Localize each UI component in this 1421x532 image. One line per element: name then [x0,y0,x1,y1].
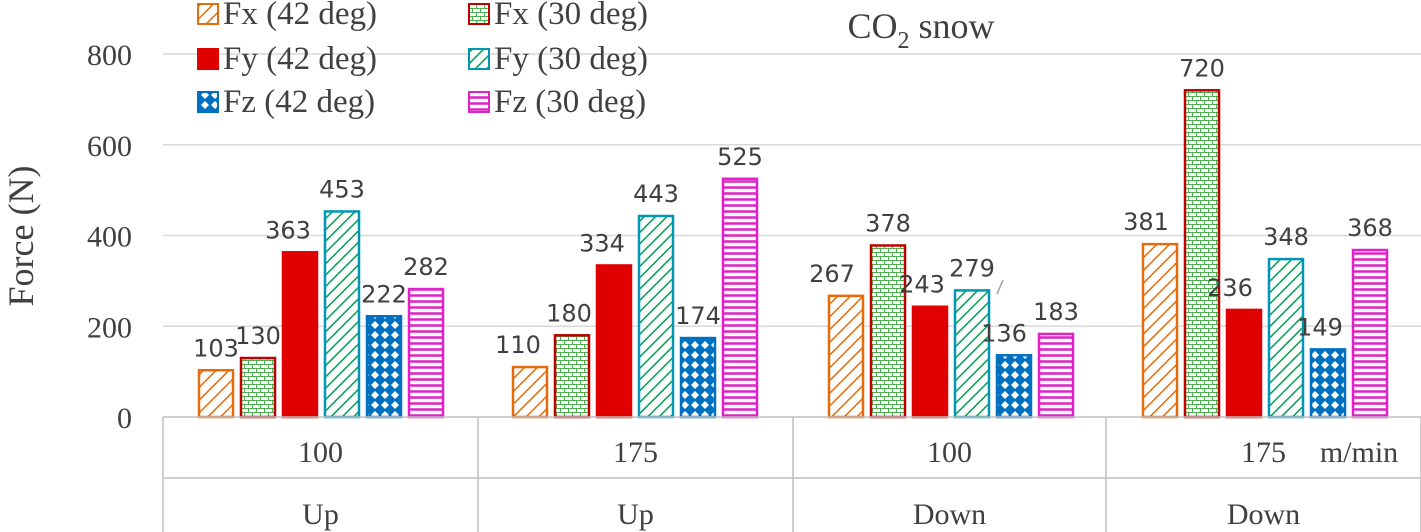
x-tick-direction: Up [302,498,339,531]
bar [239,356,277,419]
bar [511,365,549,419]
legend: Fx (42 deg) Fx (30 deg) Fy (42 deg) Fy (30 … [197,0,648,120]
data-label: 453 [319,175,365,203]
bar [1351,248,1389,419]
bar [1225,308,1263,419]
x-tick-speed: 175 [1241,436,1286,469]
legend-swatch [197,48,219,70]
leader-line [996,279,1004,295]
legend-item: Fz (30 deg) [468,84,646,120]
data-label: 174 [675,302,721,330]
bar [995,354,1033,419]
data-label: 103 [193,334,239,362]
x-tick-speed: 100 [927,436,972,469]
data-label: 183 [1033,298,1079,326]
data-label: 720 [1179,54,1225,82]
x-tick-speed: 100 [298,436,343,469]
legend-label: Fz (30 deg) [494,84,646,120]
data-label: 267 [809,260,855,288]
y-axis-label: Force (N) [1,166,41,307]
data-label: 279 [949,254,995,282]
bar [1183,89,1221,419]
bars [197,89,1389,419]
chart-title: CO2 snow [847,6,994,54]
data-label: 149 [1297,313,1343,341]
y-tick-label: 0 [117,402,132,435]
legend-swatch [197,3,219,25]
bar [869,244,907,419]
bar [637,214,675,419]
legend-item: Fy (30 deg) [468,41,648,77]
y-tick-label: 800 [87,39,132,72]
data-label: 334 [579,229,625,257]
data-label: 378 [865,209,911,237]
legend-swatch [468,3,490,25]
bar [281,251,319,419]
data-label: 180 [546,299,592,327]
data-label: 525 [717,143,763,171]
x-tick-direction: Down [913,498,986,531]
legend-label: Fz (42 deg) [223,84,375,120]
data-label: 348 [1263,223,1309,251]
legend-label: Fy (42 deg) [223,41,377,77]
y-tick-label: 600 [87,130,132,163]
data-label: 236 [1207,274,1253,302]
bar [197,369,235,419]
x-axis-unit: m/min [1320,436,1398,469]
data-labels: 103 110 267 381 130 180 378 720 363 334 243 236 453 4… [193,54,1393,362]
y-tick-label: 400 [87,221,132,254]
bar [1037,332,1075,419]
bar [365,315,403,419]
legend-label: Fx (30 deg) [494,0,648,32]
data-label: 136 [981,319,1027,347]
data-label: 130 [235,322,281,350]
bar [323,210,361,419]
data-label: 363 [265,216,311,244]
x-axis: 100 Up 175 Up 100 Down 175 Down [162,416,1421,532]
bar [721,177,759,419]
legend-item: Fx (30 deg) [468,0,648,32]
bar [827,294,865,419]
legend-item: Fx (42 deg) [197,0,377,32]
data-label: 222 [361,280,407,308]
data-label: 381 [1123,208,1169,236]
bar [407,287,445,419]
bar [1309,348,1347,419]
legend-item: Fy (42 deg) [197,41,377,77]
bar [953,289,991,419]
bar [679,336,717,419]
bar [1141,242,1179,419]
legend-label: Fx (42 deg) [223,0,377,32]
x-tick-speed: 175 [613,436,658,469]
data-label: 368 [1347,214,1393,242]
legend-swatch [468,48,490,70]
y-tick-label: 200 [87,311,132,344]
legend-label: Fy (30 deg) [494,41,648,77]
bar [553,334,591,419]
data-label: 110 [495,331,541,359]
x-tick-direction: Down [1227,498,1300,531]
bar [911,305,949,419]
data-label: 282 [403,253,449,281]
x-tick-direction: Up [617,498,654,531]
bar [595,264,633,419]
legend-swatch [468,91,490,113]
y-axis: 0 200 400 600 800 [87,39,132,435]
legend-item: Fz (42 deg) [197,84,375,120]
data-label: 443 [633,180,679,208]
data-label: 243 [899,271,945,299]
legend-swatch [197,91,219,113]
